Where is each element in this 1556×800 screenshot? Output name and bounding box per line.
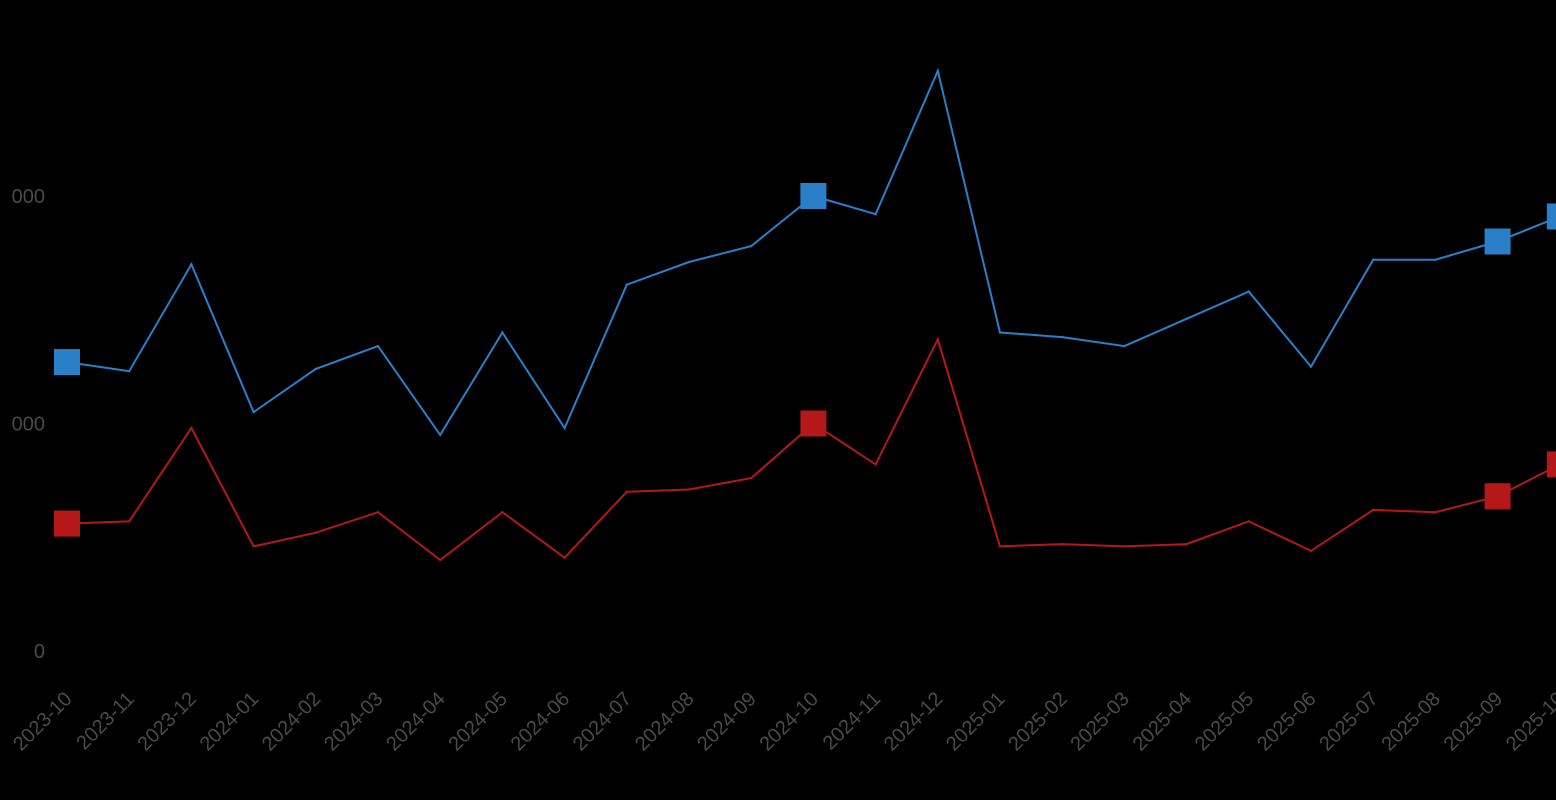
y-tick-label: 0: [34, 641, 45, 663]
x-tick-label: 2025-06: [1253, 688, 1320, 755]
series-1-point: [563, 556, 566, 559]
series-0-point: [750, 244, 753, 248]
series-1-point: [1185, 542, 1188, 546]
x-tick-label: 2023-11: [72, 688, 138, 754]
series-0-point: [874, 213, 877, 216]
series-0-square-marker: [1484, 228, 1511, 255]
x-tick-label: 2024-05: [444, 688, 511, 755]
series-1-point: [687, 488, 691, 491]
x-tick-label: 2023-12: [133, 688, 200, 755]
series-0-point: [252, 410, 255, 414]
series-0-point: [687, 260, 691, 264]
x-tick-label: 2024-11: [819, 688, 885, 754]
series-1-point: [1309, 549, 1313, 553]
x-tick-label: 2024-06: [507, 688, 574, 755]
y-tick-label: 000: [12, 186, 45, 208]
series-0-point: [314, 367, 317, 371]
series-layer: [54, 67, 1556, 562]
y-tick-label: 000: [12, 414, 45, 436]
series-1-square-marker: [1484, 483, 1511, 510]
x-tick-label: 2024-08: [631, 688, 698, 755]
series-line-1: [66, 336, 1556, 562]
series-1-point: [936, 338, 939, 341]
series-1-point: [190, 426, 193, 430]
x-tick-label: 2025-05: [1191, 688, 1258, 755]
x-tick-label: 2024-09: [693, 688, 760, 755]
series-1-point: [128, 520, 131, 523]
series-0-point: [936, 69, 939, 73]
x-tick-label: 2025-02: [1004, 688, 1071, 755]
series-0-square-marker: [54, 349, 80, 376]
series-0-point: [1061, 335, 1064, 339]
series-1-point: [1123, 545, 1126, 548]
series-0-point: [1123, 344, 1126, 348]
x-axis-ticks: 2023-102023-112023-122024-012024-022024-…: [9, 688, 1556, 755]
series-1-point: [1372, 508, 1375, 512]
x-tick-label: 2024-03: [320, 688, 387, 755]
series-0-point: [128, 369, 131, 373]
series-0-point: [501, 331, 504, 334]
series-1-point: [376, 511, 380, 514]
series-1-point: [1434, 511, 1437, 514]
series-1-square-marker: [54, 510, 80, 537]
x-tick-label: 2024-01: [196, 688, 263, 755]
series-1-point: [439, 558, 442, 562]
x-tick-label: 2024-07: [569, 688, 636, 755]
x-tick-label: 2024-10: [755, 688, 822, 755]
series-0-square-marker: [800, 183, 827, 209]
x-tick-label: 2025-10: [1502, 688, 1556, 755]
x-tick-label: 2024-12: [880, 688, 947, 755]
series-1-point: [1061, 542, 1064, 546]
x-tick-label: 2025-09: [1440, 688, 1507, 755]
series-1-point: [501, 511, 504, 514]
series-1-point: [750, 476, 753, 480]
series-1-point: [252, 545, 255, 548]
x-tick-label: 2025-08: [1377, 688, 1444, 755]
series-1-point: [874, 463, 877, 466]
series-line-0: [66, 67, 1556, 437]
series-0-point: [563, 426, 566, 430]
series-1-point: [998, 545, 1002, 548]
x-tick-label: 2025-04: [1129, 688, 1196, 755]
x-tick-label: 2023-10: [9, 688, 76, 755]
x-tick-label: 2025-03: [1066, 688, 1133, 755]
series-0-point: [1247, 290, 1251, 293]
series-1-square-marker: [800, 410, 827, 437]
series-1-point: [625, 490, 628, 493]
series-0-point: [625, 283, 628, 286]
x-tick-label: 2024-04: [382, 688, 449, 755]
series-1-square-marker: [1546, 451, 1556, 478]
series-0-point: [1372, 258, 1375, 261]
series-0-point: [1185, 317, 1188, 321]
series-0-point: [439, 433, 442, 437]
series-0-point: [998, 331, 1002, 334]
series-0-point: [376, 344, 380, 348]
x-tick-label: 2024-02: [258, 688, 325, 755]
series-1-point: [1247, 520, 1251, 523]
x-tick-label: 2025-01: [942, 688, 1009, 755]
x-tick-label: 2025-07: [1315, 688, 1382, 755]
series-0-square-marker: [1546, 203, 1556, 230]
series-0-point: [1309, 365, 1313, 368]
series-0-point: [190, 263, 193, 266]
series-0-point: [1434, 258, 1437, 261]
series-1-point: [314, 531, 317, 534]
